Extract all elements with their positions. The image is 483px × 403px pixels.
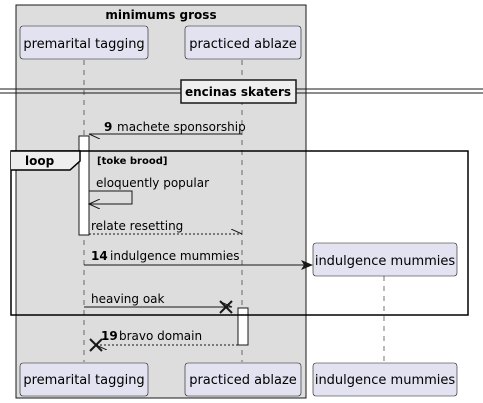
message-label: relate resetting: [91, 219, 183, 233]
group-box: [15, 4, 307, 399]
divider-label: encinas skaters: [185, 85, 291, 99]
svg-text:practiced ablaze: practiced ablaze: [189, 373, 297, 388]
svg-text:indulgence mummies: indulgence mummies: [315, 373, 456, 388]
svg-text:premarital tagging: premarital tagging: [23, 373, 144, 388]
activation-practiced-ablaze: [237, 307, 249, 346]
loop-keyword: loop: [25, 154, 55, 168]
participant-indulgence-mummies-bottom[interactable]: indulgence mummies: [312, 362, 458, 397]
message-label: bravo domain: [119, 329, 202, 343]
participant-practiced-ablaze-top[interactable]: practiced ablaze: [184, 25, 302, 60]
loop-frame: loop [toke brood]: [10, 150, 469, 316]
message-number: 14: [91, 249, 108, 263]
participant-practiced-ablaze-bottom[interactable]: practiced ablaze: [184, 362, 302, 397]
message-number: 19: [101, 329, 118, 343]
participant-premarital-tagging-top[interactable]: premarital tagging: [19, 25, 149, 60]
svg-text:practiced ablaze: practiced ablaze: [189, 37, 297, 52]
message-label: machete sponsorship: [117, 120, 246, 134]
destroy-icon: [89, 338, 103, 352]
message-number: 9: [104, 120, 112, 134]
message-arrow-eloquently-popular: [89, 190, 133, 204]
activation-premarital-tagging: [78, 135, 90, 236]
participant-indulgence-mummies-created[interactable]: indulgence mummies: [312, 242, 458, 277]
loop-condition: [toke brood]: [97, 156, 167, 167]
divider: encinas skaters: [0, 79, 483, 104]
group-box-title: minimums gross: [105, 8, 216, 22]
svg-text:indulgence mummies: indulgence mummies: [315, 254, 456, 269]
message-label: indulgence mummies: [110, 249, 240, 263]
message-label: heaving oak: [91, 292, 165, 306]
message-label: eloquently popular: [96, 176, 209, 190]
svg-text:premarital tagging: premarital tagging: [23, 37, 144, 52]
destroy-icon: [219, 300, 233, 314]
participant-premarital-tagging-bottom[interactable]: premarital tagging: [19, 362, 149, 397]
